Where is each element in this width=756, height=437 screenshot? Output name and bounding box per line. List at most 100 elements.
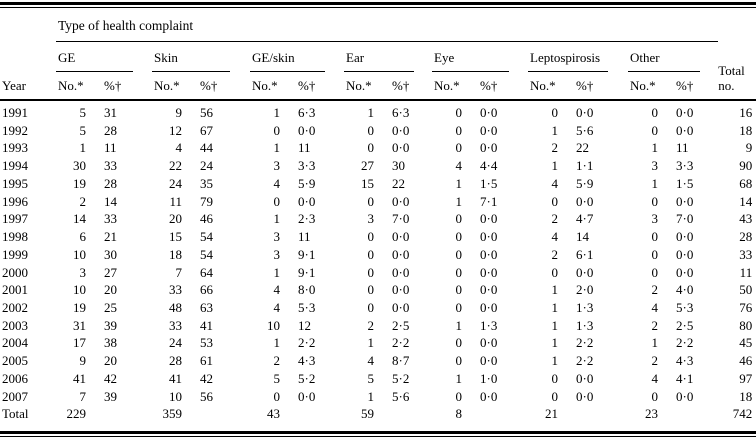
total-row: Total 229 359 43 59 8 21 23 742 <box>0 406 756 424</box>
cell-count: 14 <box>73 211 86 227</box>
cell-count: 1 <box>551 353 559 369</box>
cell-percent: 39 <box>104 317 117 333</box>
row-year: 1996 <box>2 193 28 209</box>
group-header-ge-skin: GE/skin <box>250 42 344 72</box>
cell-total: 33 <box>739 246 753 262</box>
cell-count: 19 <box>73 300 86 316</box>
cell-count: 2 <box>551 211 559 227</box>
cell-count: 0 <box>551 388 559 404</box>
cell-percent: 38 <box>104 335 117 351</box>
cell-percent: 6·1 <box>576 246 594 262</box>
cell-count: 1 <box>455 370 463 386</box>
cell-count: 0 <box>651 104 659 120</box>
cell-count: 33 <box>169 282 182 298</box>
cell-count: 0 <box>651 264 659 280</box>
cell-percent <box>102 406 152 424</box>
cell-percent: 0·0 <box>392 300 410 316</box>
cell-percent: 63 <box>200 300 213 316</box>
group-label: Leptospirosis <box>530 50 601 65</box>
cell-count: 15 <box>169 229 182 245</box>
cell-count: 24 <box>169 175 182 191</box>
cell-count: 5 <box>79 104 87 120</box>
cell-count: 4 <box>651 370 659 386</box>
cell-count: 1 <box>651 140 659 156</box>
cell-count: 10 <box>169 388 182 404</box>
cell-count: 0 <box>273 388 281 404</box>
cell-percent <box>674 406 718 424</box>
cell-count: 20 <box>169 211 182 227</box>
cell-count: 2 <box>651 317 659 333</box>
cell-count: 1 <box>551 122 559 138</box>
cell-count: 0 <box>455 229 463 245</box>
cell-percent: 28 <box>104 175 117 191</box>
cell-count: 7 <box>79 388 87 404</box>
cell-total: 9 <box>745 140 753 156</box>
cell-count: 229 <box>66 406 87 422</box>
cell-percent: 0·0 <box>576 104 594 120</box>
row-year: 1992 <box>2 122 28 138</box>
group-header-skin: Skin <box>152 42 250 72</box>
cell-count: 0 <box>455 335 463 351</box>
cell-percent: 0·0 <box>576 193 594 209</box>
cell-percent: 4·1 <box>676 370 694 386</box>
group-header-other: Other <box>628 42 718 72</box>
cell-count: 30 <box>73 158 86 174</box>
subheader-pct: %† <box>390 71 432 101</box>
cell-percent: 0·0 <box>676 246 694 262</box>
cell-percent: 5·3 <box>676 300 694 316</box>
cell-count: 4 <box>273 282 281 298</box>
cell-percent: 0·0 <box>480 246 498 262</box>
cell-percent: 2·5 <box>392 317 410 333</box>
cell-percent: 0·0 <box>392 229 410 245</box>
cell-percent: 20 <box>104 353 117 369</box>
row-year: 2007 <box>2 388 28 404</box>
cell-count: 1 <box>273 335 281 351</box>
cell-percent: 0·0 <box>576 388 594 404</box>
cell-percent: 33 <box>104 211 117 227</box>
cell-count: 0 <box>455 246 463 262</box>
cell-percent: 2·2 <box>676 335 694 351</box>
cell-total: 46 <box>739 353 753 369</box>
row-year: 1999 <box>2 246 28 262</box>
cell-count: 0 <box>367 264 375 280</box>
cell-percent: 0·0 <box>480 388 498 404</box>
subheader-pct: %† <box>198 71 250 101</box>
cell-count: 10 <box>73 246 86 262</box>
cell-count: 1 <box>273 104 281 120</box>
cell-percent: 4·4 <box>480 158 498 174</box>
cell-count: 0 <box>651 388 659 404</box>
subheader-pct: %† <box>674 71 719 101</box>
cell-count: 1 <box>651 335 659 351</box>
cell-count: 4 <box>651 300 659 316</box>
cell-percent: 42 <box>104 370 117 386</box>
group-label: GE <box>58 50 76 65</box>
table-row: 2005 9 20 28 61 2 4·3 4 8·7 0 0·0 1 2·2 2 4·3 46 <box>0 353 756 371</box>
cell-percent <box>296 406 344 424</box>
cell-percent: 0·0 <box>676 229 694 245</box>
cell-percent: 42 <box>200 370 213 386</box>
cell-count: 2 <box>551 140 559 156</box>
year-column-header: Year <box>0 9 56 101</box>
cell-percent: 7·0 <box>676 211 694 227</box>
cell-percent: 14 <box>104 193 117 209</box>
cell-count: 28 <box>169 353 182 369</box>
cell-count: 1 <box>273 211 281 227</box>
cell-percent: 3·3 <box>676 158 694 174</box>
cell-percent: 0·0 <box>392 122 410 138</box>
row-year: 2003 <box>2 317 28 333</box>
cell-percent: 67 <box>200 122 213 138</box>
table-row: 2000 3 27 7 64 1 9·1 0 0·0 0 0·0 0 0·0 0 0·0 11 <box>0 264 756 282</box>
cell-total: 18 <box>739 122 753 138</box>
table-row: 1994 30 33 22 24 3 3·3 27 30 4 4·4 1 1·1 3 3·3 90 <box>0 158 756 176</box>
cell-count: 22 <box>169 158 182 174</box>
row-year: 2005 <box>2 353 28 369</box>
cell-count: 0 <box>651 193 659 209</box>
cell-count: 5 <box>367 370 375 386</box>
cell-count: 1 <box>551 158 559 174</box>
cell-percent: 0·0 <box>676 122 694 138</box>
table-row: 2004 17 38 24 53 1 2·2 1 2·2 0 0·0 1 2·2 1 2·2 45 <box>0 335 756 353</box>
cell-percent: 1·3 <box>480 317 498 333</box>
bottom-rule-thin <box>0 435 756 437</box>
cell-count: 17 <box>73 335 86 351</box>
subheader-no: No.* <box>344 71 390 101</box>
